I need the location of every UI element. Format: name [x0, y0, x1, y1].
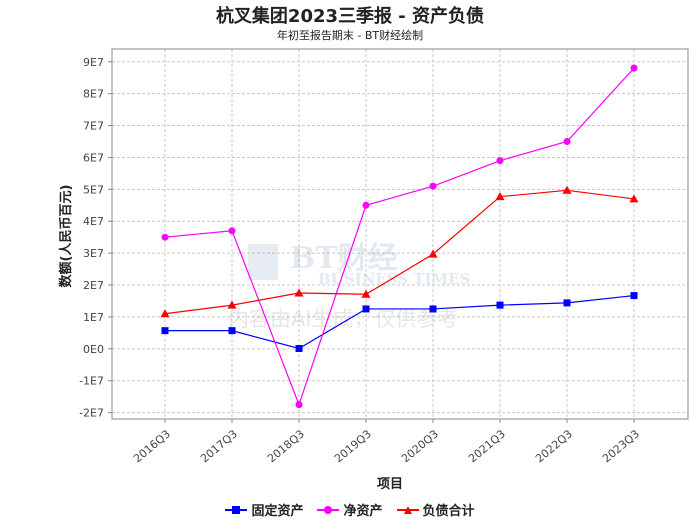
series-line-2 — [164, 189, 635, 315]
data-point-circle — [429, 182, 437, 190]
y-tick-label: 1E7 — [83, 311, 104, 324]
data-point-triangle — [428, 249, 438, 258]
data-point-square — [496, 301, 504, 309]
legend-item: 固定资产 — [225, 500, 303, 519]
data-point-circle — [161, 233, 169, 241]
data-point-square — [630, 292, 638, 300]
data-point-triangle — [160, 309, 170, 318]
data-point-triangle — [294, 288, 304, 297]
data-point-triangle — [629, 194, 639, 203]
x-tick-label: 2023Q3 — [600, 427, 642, 465]
data-point-triangle — [361, 289, 371, 298]
chart-subtitle: 年初至报告期末 - BT财经绘制 — [276, 29, 424, 42]
x-tick-label: 2017Q3 — [198, 427, 240, 465]
data-point-square — [429, 305, 437, 313]
axes — [108, 48, 689, 423]
x-tick-label: 2020Q3 — [399, 427, 441, 465]
data-point-square — [228, 327, 236, 335]
series-lines — [160, 64, 639, 409]
x-axis-title: 项目 — [377, 477, 403, 492]
series-line-1 — [164, 67, 635, 407]
y-tick-label: -2E7 — [79, 407, 104, 420]
data-point-circle — [228, 227, 236, 235]
legend-item: 负债合计 — [396, 500, 475, 519]
y-tick-label: 0E0 — [83, 343, 104, 356]
legend-swatch — [396, 504, 419, 516]
legend-label: 负债合计 — [422, 504, 475, 519]
y-tick-label: 5E7 — [83, 183, 104, 196]
y-tick-label: 4E7 — [83, 215, 104, 228]
x-tick-label: 2021Q3 — [466, 427, 508, 465]
legend: 固定资产 净资产 负债合计 — [0, 500, 700, 519]
x-tick-label: 2022Q3 — [533, 427, 575, 465]
data-point-square — [362, 305, 370, 313]
data-point-square — [295, 345, 303, 353]
y-tick-label: 3E7 — [83, 247, 104, 260]
legend-swatch — [225, 504, 248, 516]
data-point-square — [161, 327, 169, 335]
data-point-triangle — [562, 185, 572, 194]
data-point-circle — [563, 138, 571, 145]
data-point-square — [563, 299, 571, 307]
legend-label: 净资产 — [343, 504, 383, 519]
data-point-circle — [295, 401, 303, 409]
watermark-brand-en: BUSINESS TIMES — [318, 270, 470, 288]
watermark-logo-mark — [248, 244, 278, 280]
legend-label: 固定资产 — [251, 504, 304, 519]
x-tick-label: 2019Q3 — [332, 427, 374, 465]
data-point-circle — [496, 157, 504, 165]
legend-item: 净资产 — [317, 500, 383, 519]
series-line-0 — [165, 294, 635, 350]
y-axis-title: 数额(人民币百元) — [58, 185, 74, 288]
data-point-circle — [362, 201, 370, 209]
y-tick-label: 9E7 — [83, 56, 104, 69]
data-point-triangle — [227, 300, 237, 309]
y-tick-label: 8E7 — [83, 88, 104, 101]
chart-title: 杭叉集团2023三季报 - 资产负债 — [215, 6, 485, 27]
plot-frame — [111, 48, 689, 420]
data-point-triangle — [495, 192, 505, 201]
y-tick-label: 6E7 — [83, 151, 104, 164]
data-point-circle — [630, 64, 638, 72]
x-tick-label: 2016Q3 — [131, 427, 173, 465]
y-tick-label: 2E7 — [83, 279, 104, 292]
x-tick-label: 2018Q3 — [265, 427, 307, 465]
legend-swatch — [317, 504, 340, 516]
y-tick-label: -1E7 — [79, 375, 104, 388]
y-tick-label: 7E7 — [83, 120, 104, 133]
